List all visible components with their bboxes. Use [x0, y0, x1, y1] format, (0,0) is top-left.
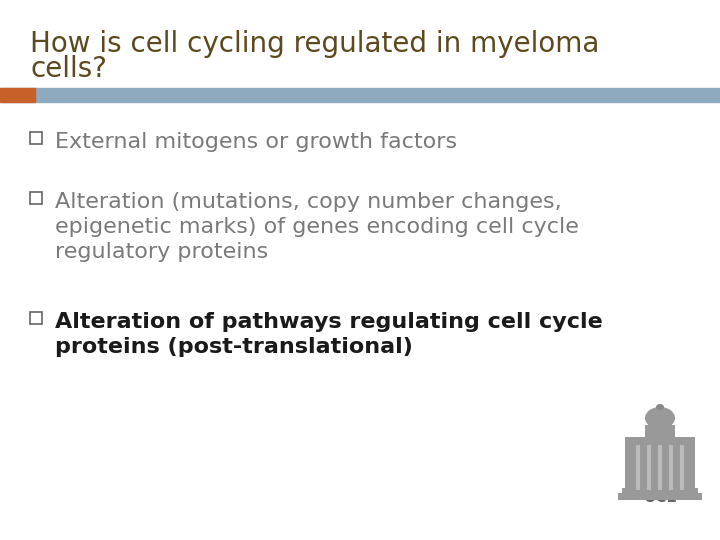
Bar: [30, 132, 42, 144]
Text: External mitogens or growth factors: External mitogens or growth factors: [55, 132, 457, 152]
Text: How is cell cycling regulated in myeloma: How is cell cycling regulated in myeloma: [30, 30, 599, 58]
Bar: [625, 445, 695, 490]
Bar: [669, 445, 673, 490]
Text: cells?: cells?: [30, 55, 107, 83]
Bar: [645, 425, 675, 437]
Bar: [618, 493, 702, 500]
Bar: [647, 445, 651, 490]
Bar: [680, 445, 684, 490]
Bar: [636, 445, 640, 490]
Bar: [622, 488, 698, 495]
Text: UCL: UCL: [644, 490, 677, 505]
Bar: [30, 312, 42, 324]
Ellipse shape: [656, 404, 664, 410]
Bar: [30, 192, 42, 204]
Bar: [0, 88, 35, 102]
Ellipse shape: [645, 407, 675, 429]
Bar: [658, 445, 662, 490]
Bar: [0, 88, 720, 102]
Text: Alteration of pathways regulating cell cycle
proteins (post-translational): Alteration of pathways regulating cell c…: [55, 312, 603, 357]
Text: Alteration (mutations, copy number changes,
epigenetic marks) of genes encoding : Alteration (mutations, copy number chang…: [55, 192, 579, 261]
Bar: [625, 437, 695, 445]
